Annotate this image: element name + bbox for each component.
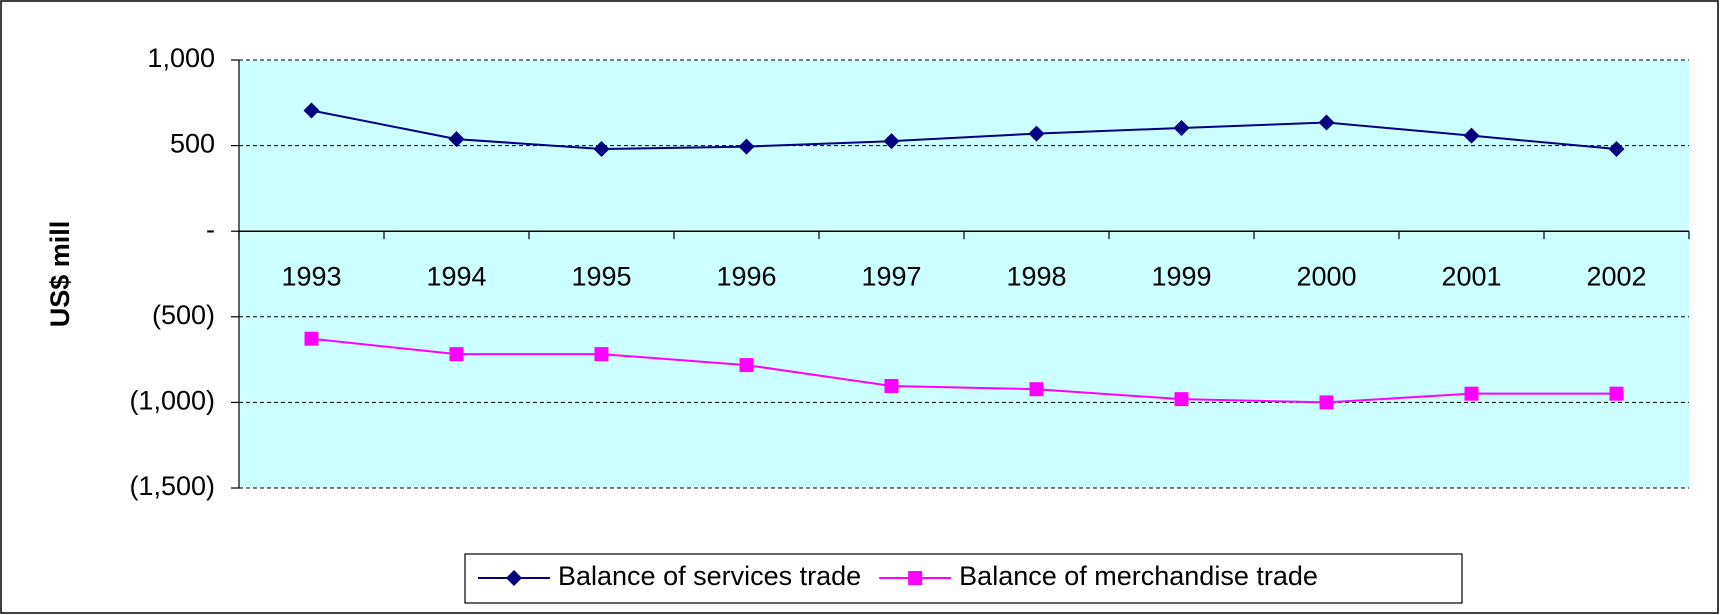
marker <box>1029 382 1044 397</box>
legend-label: Balance of services trade <box>558 561 861 591</box>
marker <box>594 347 609 362</box>
marker <box>303 102 320 119</box>
y-tick-label: 1,000 <box>147 43 215 73</box>
x-tick-label: 1998 <box>1006 261 1066 291</box>
marker <box>1464 386 1479 401</box>
marker <box>448 131 465 148</box>
x-tick-label: 1999 <box>1151 261 1211 291</box>
y-tick-label: (1,500) <box>129 471 215 501</box>
x-tick-label: 1993 <box>281 261 341 291</box>
marker <box>908 571 923 585</box>
marker <box>1609 386 1624 401</box>
marker <box>449 347 464 362</box>
marker <box>1319 395 1334 410</box>
y-axis-label: US$ mill <box>45 221 75 328</box>
marker <box>304 331 319 346</box>
x-tick-label: 1994 <box>426 261 486 291</box>
x-tick-label: 2000 <box>1296 261 1356 291</box>
x-tick-label: 1997 <box>861 261 921 291</box>
marker <box>506 570 522 586</box>
x-tick-label: 1995 <box>571 261 631 291</box>
marker <box>1318 114 1335 131</box>
series-line <box>311 109 1617 151</box>
series-line <box>311 337 1617 404</box>
y-tick-label: - <box>206 214 215 244</box>
legend-box <box>464 553 1463 604</box>
marker <box>1028 125 1045 142</box>
y-tick-label: (1,000) <box>129 386 215 416</box>
y-tick-label: 500 <box>170 129 215 159</box>
marker <box>884 378 899 393</box>
marker <box>883 133 900 150</box>
legend-label: Balance of merchandise trade <box>959 561 1318 591</box>
marker <box>1174 392 1189 407</box>
x-tick-label: 2001 <box>1441 261 1501 291</box>
marker <box>1173 119 1190 136</box>
marker <box>1608 141 1625 158</box>
plot-area <box>239 60 1689 488</box>
marker <box>593 141 610 158</box>
marker <box>738 138 755 155</box>
marker <box>1463 127 1480 144</box>
marker <box>739 358 754 373</box>
y-tick-label: (500) <box>152 300 215 330</box>
x-tick-label: 1996 <box>716 261 776 291</box>
x-tick-label: 2002 <box>1586 261 1646 291</box>
